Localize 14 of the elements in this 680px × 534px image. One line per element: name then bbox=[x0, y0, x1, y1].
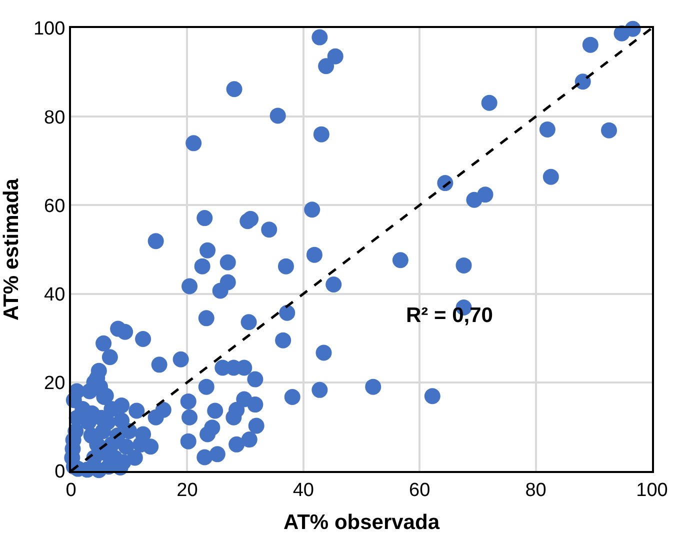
y-tick-label: 80 bbox=[44, 107, 66, 128]
y-tick-label: 40 bbox=[44, 284, 66, 306]
annotation: R² = 0,70 bbox=[406, 304, 493, 327]
y-tick-label: 0 bbox=[54, 462, 66, 483]
y-tick-label: 60 bbox=[44, 196, 66, 217]
x-tick-label: 60 bbox=[409, 480, 430, 501]
x-tick-label: 20 bbox=[176, 480, 198, 501]
x-tick-label: 80 bbox=[525, 480, 546, 501]
x-tick-label: 100 bbox=[636, 480, 668, 501]
x-tick-label: 40 bbox=[292, 480, 314, 501]
y-tick-label: 100 bbox=[33, 18, 66, 40]
x-axis-title: AT% observada bbox=[284, 511, 440, 534]
y-tick-label: 20 bbox=[44, 373, 66, 394]
y-axis-title: AT% estimada bbox=[0, 178, 23, 320]
